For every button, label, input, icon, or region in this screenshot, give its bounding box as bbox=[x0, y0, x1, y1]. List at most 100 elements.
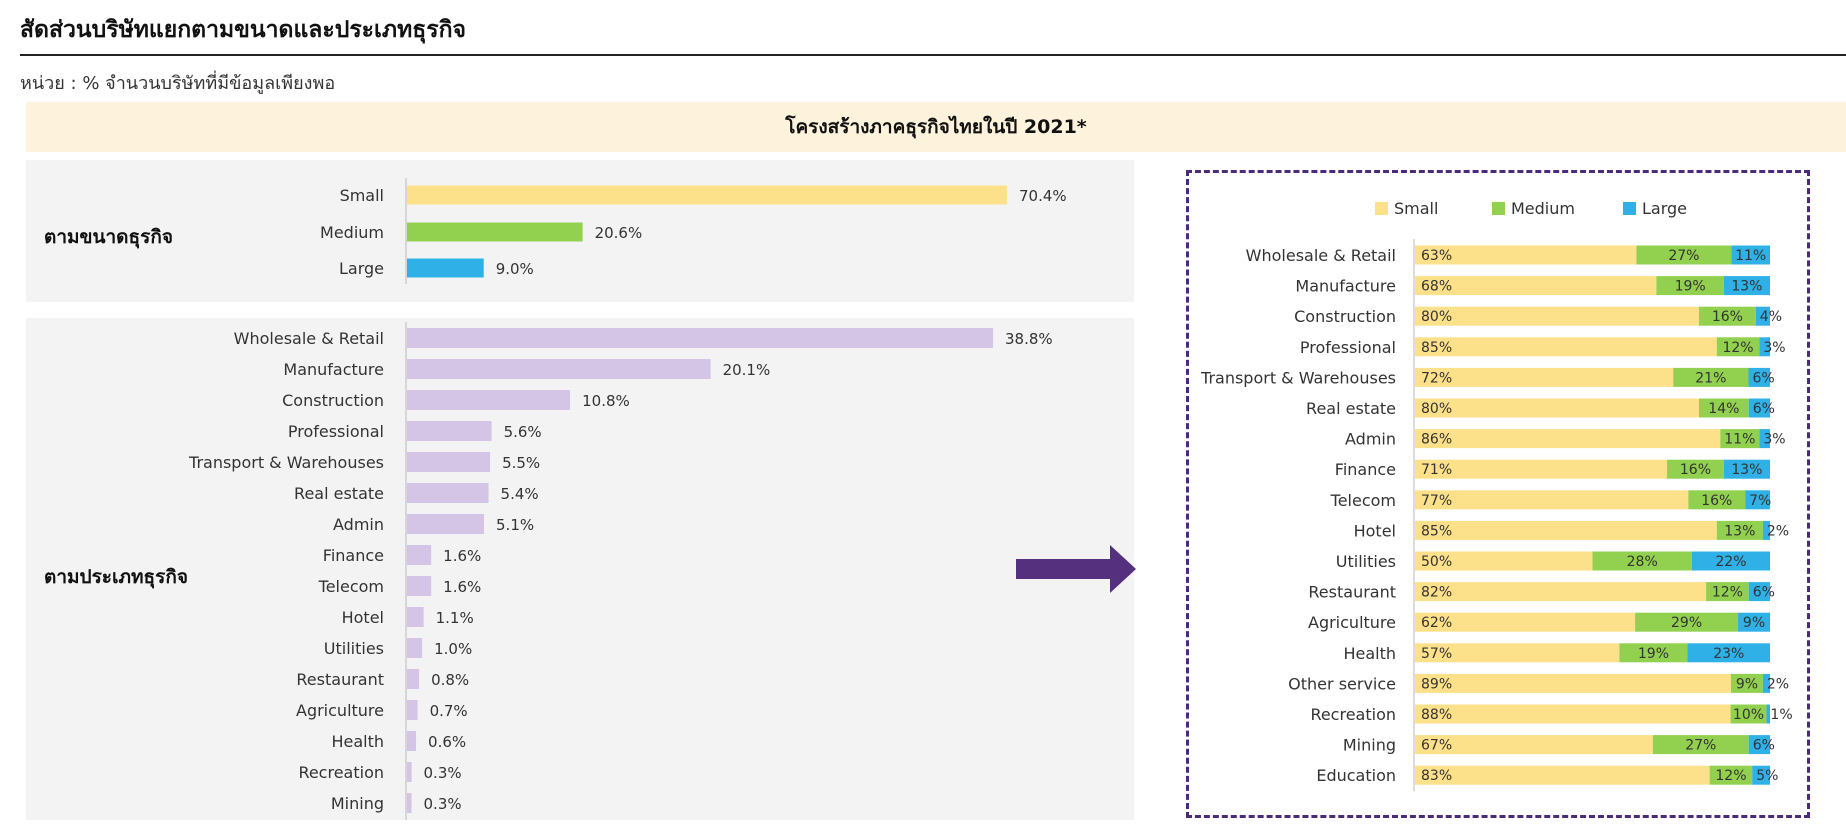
segment-label: 14% bbox=[1708, 401, 1739, 417]
stack-segment bbox=[1752, 765, 1770, 785]
stack-segment bbox=[1723, 276, 1770, 296]
stacked-chart-frame: Small Medium Large Wholesale & Retail 63% 27%… bbox=[1186, 170, 1810, 818]
legend-swatch bbox=[1375, 202, 1388, 215]
category-label: Wholesale & Retail bbox=[234, 329, 384, 348]
category-label: Real estate bbox=[294, 484, 384, 503]
stacked-bar-chart: Small Medium Large Wholesale & Retail 63% 27%… bbox=[1200, 199, 1793, 792]
stack-segment bbox=[1716, 337, 1760, 357]
stack-segment bbox=[1415, 735, 1653, 755]
stack-segment bbox=[1656, 276, 1724, 296]
title-divider bbox=[20, 54, 1846, 56]
stack-segment bbox=[1619, 643, 1688, 663]
stack-segment bbox=[1415, 704, 1731, 724]
segment-label: 6% bbox=[1753, 738, 1775, 754]
stack-segment bbox=[1687, 643, 1770, 663]
data-label: 0.3% bbox=[424, 764, 462, 782]
stack-segment bbox=[1652, 735, 1749, 755]
category-label: Finance bbox=[1335, 460, 1396, 479]
segment-label: 11% bbox=[1724, 432, 1755, 448]
data-label: 5.6% bbox=[504, 423, 542, 441]
type-bar-chart: Wholesale & Retail 38.8% Manufacture 20.1% C… bbox=[188, 322, 1053, 820]
segment-label: 11% bbox=[1735, 248, 1766, 264]
stack-segment bbox=[1716, 520, 1763, 540]
stack-segment bbox=[1730, 673, 1763, 693]
segment-label: 2% bbox=[1767, 676, 1789, 692]
data-label: 20.1% bbox=[723, 361, 771, 379]
stack-segment bbox=[1745, 490, 1770, 510]
category-label: Hotel bbox=[342, 608, 384, 627]
segment-label: 1% bbox=[1770, 707, 1792, 723]
type-bar bbox=[407, 762, 412, 782]
segment-label: 68% bbox=[1421, 279, 1452, 295]
segment-label: 67% bbox=[1421, 738, 1452, 754]
legend-label: Medium bbox=[1511, 199, 1575, 218]
stack-segment bbox=[1688, 490, 1746, 510]
segment-label: 9% bbox=[1736, 676, 1758, 692]
legend-swatch bbox=[1623, 202, 1636, 215]
segment-label: 63% bbox=[1421, 248, 1452, 264]
segment-label: 57% bbox=[1421, 646, 1452, 662]
category-label: Utilities bbox=[1336, 552, 1396, 571]
type-bar bbox=[407, 514, 485, 534]
segment-label: 6% bbox=[1752, 370, 1774, 386]
segment-label: 83% bbox=[1421, 768, 1452, 784]
category-label: Restaurant bbox=[1308, 583, 1396, 602]
data-label: 70.4% bbox=[1019, 187, 1067, 205]
segment-label: 77% bbox=[1421, 493, 1452, 509]
type-bar bbox=[407, 328, 993, 348]
stack-segment bbox=[1759, 429, 1770, 449]
category-label: Utilities bbox=[324, 639, 384, 658]
data-label: 10.8% bbox=[582, 392, 630, 410]
stack-segment bbox=[1636, 245, 1732, 265]
category-label: Admin bbox=[1345, 430, 1396, 449]
segment-label: 62% bbox=[1421, 615, 1452, 631]
data-label: 9.0% bbox=[496, 260, 534, 278]
type-bar bbox=[407, 607, 424, 627]
segment-label: 6% bbox=[1753, 585, 1775, 601]
size-bar bbox=[407, 222, 583, 242]
stack-segment bbox=[1415, 367, 1674, 387]
segment-label: 80% bbox=[1421, 401, 1452, 417]
segment-label: 71% bbox=[1421, 462, 1452, 478]
stack-segment bbox=[1748, 582, 1770, 602]
page-title: สัดส่วนบริษัทแยกตามขนาดและประเภทธุรกิจ bbox=[20, 17, 467, 43]
stack-segment bbox=[1748, 367, 1770, 387]
segment-label: 13% bbox=[1731, 279, 1762, 295]
stack-segment bbox=[1748, 735, 1770, 755]
category-label: Construction bbox=[282, 391, 384, 410]
type-bar bbox=[407, 638, 423, 658]
segment-label: 12% bbox=[1722, 340, 1753, 356]
stack-segment bbox=[1720, 429, 1760, 449]
unit-note: หน่วย : % จำนวนบริษัทที่มีข้อมูลเพียงพอ bbox=[20, 73, 336, 94]
segment-label: 85% bbox=[1421, 340, 1452, 356]
type-bar bbox=[407, 700, 418, 720]
data-label: 38.8% bbox=[1005, 330, 1053, 348]
stack-segment bbox=[1415, 337, 1717, 357]
segment-label: 6% bbox=[1753, 401, 1775, 417]
stack-segment bbox=[1731, 245, 1770, 265]
stack-segment bbox=[1759, 337, 1770, 357]
stack-segment bbox=[1592, 551, 1692, 571]
stack-segment bbox=[1415, 551, 1593, 571]
category-label: Professional bbox=[1300, 338, 1396, 357]
stack-segment bbox=[1723, 459, 1770, 479]
segment-label: 3% bbox=[1763, 432, 1785, 448]
chart-banner: โครงสร้างภาคธุรกิจไทยในปี 2021* bbox=[26, 102, 1846, 152]
arrow-right-icon bbox=[1016, 545, 1136, 593]
segment-label: 10% bbox=[1733, 707, 1764, 723]
data-label: 5.1% bbox=[496, 516, 534, 534]
category-label: Health bbox=[331, 732, 384, 751]
data-label: 5.4% bbox=[501, 485, 539, 503]
legend-swatch bbox=[1492, 202, 1505, 215]
legend-label: Large bbox=[1642, 199, 1687, 218]
stack-segment bbox=[1415, 398, 1699, 418]
category-label: Manufacture bbox=[283, 360, 384, 379]
stack-segment bbox=[1762, 520, 1770, 540]
stack-segment bbox=[1415, 245, 1637, 265]
data-label: 1.6% bbox=[443, 578, 481, 596]
stack-segment bbox=[1699, 306, 1756, 326]
category-label: Restaurant bbox=[296, 670, 384, 689]
type-bar bbox=[407, 793, 412, 813]
stack-segment bbox=[1415, 765, 1710, 785]
segment-label: 27% bbox=[1685, 738, 1716, 754]
